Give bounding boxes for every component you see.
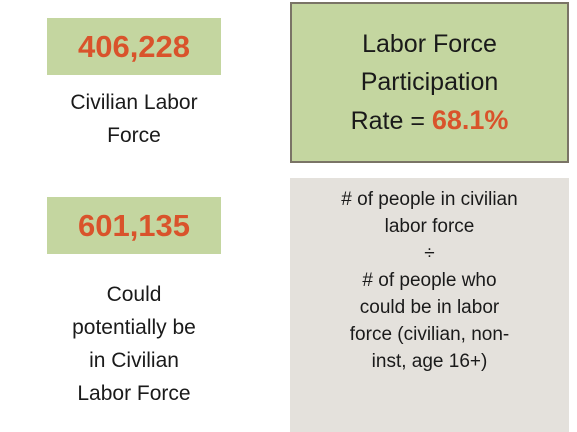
formula-line: labor force xyxy=(384,216,475,237)
label-line: potentially be xyxy=(72,316,196,339)
stat-value: 406,228 xyxy=(77,28,191,64)
rate-line: Rate = 68.1% xyxy=(351,101,509,140)
formula-line: could be in labor xyxy=(359,297,500,318)
rate-value: 68.1% xyxy=(431,105,509,135)
formula-box: # of people in civilian labor force ÷ # … xyxy=(290,178,569,432)
rate-line: Labor Force xyxy=(362,30,497,58)
stat-label: Could potentially be in Civilian Labor F… xyxy=(34,278,234,410)
rate-text: Rate = xyxy=(350,107,425,135)
formula-line: force (civilian, non- xyxy=(349,324,510,345)
stat-label: Civilian Labor Force xyxy=(34,86,234,152)
rate-box: Labor Force Participation Rate = 68.1% xyxy=(290,2,569,163)
label-line: Civilian Labor xyxy=(70,91,198,114)
stat-box: 406,228 xyxy=(47,18,221,75)
formula-line: # of people who xyxy=(362,270,497,291)
label-line: Could xyxy=(106,283,162,306)
formula-line: inst, age 16+) xyxy=(371,351,488,372)
label-line: in Civilian xyxy=(89,349,179,372)
formula-line: # of people in civilian xyxy=(341,189,518,210)
formula-operator: ÷ xyxy=(424,243,435,264)
rate-line: Participation xyxy=(360,68,499,96)
label-line: Force xyxy=(107,124,161,147)
stat-value: 601,135 xyxy=(77,207,191,243)
stat-box: 601,135 xyxy=(47,197,221,254)
label-line: Labor Force xyxy=(77,382,191,405)
